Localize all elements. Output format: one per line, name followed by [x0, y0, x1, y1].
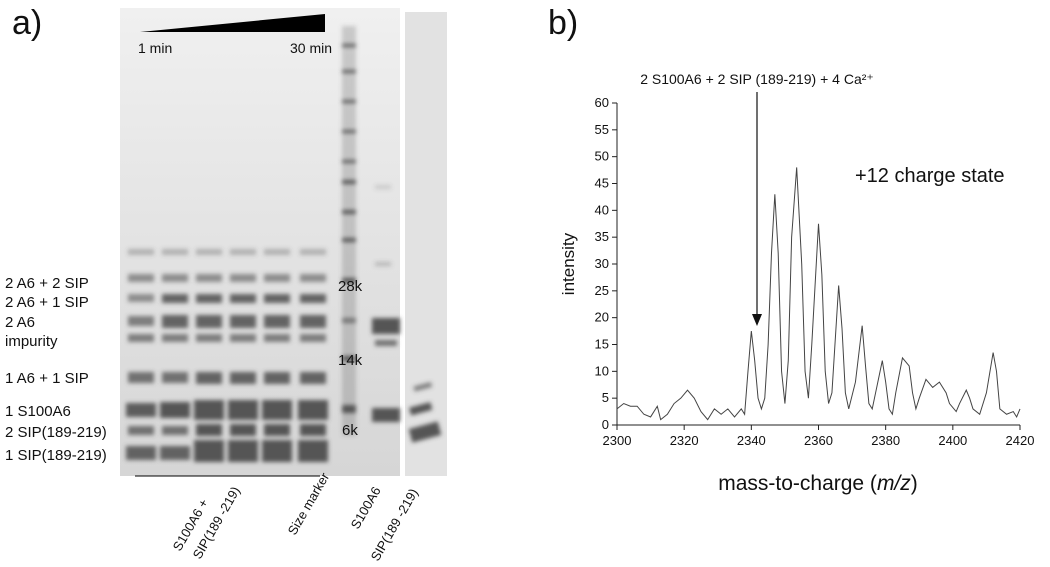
y-tick-label: 30	[595, 256, 609, 271]
plot: 0 5 10 15 20 25 30 35 40 45 50 55 60 2300 2320 2340 2360…	[595, 95, 1035, 448]
y-tick-label: 55	[595, 122, 609, 137]
lane-label: Size marker	[285, 469, 333, 537]
y-tick-label: 60	[595, 95, 609, 110]
marker-label: 28k	[338, 278, 363, 295]
marker-label: 14k	[338, 352, 363, 369]
band-label: 2 A6 + 1 SIP	[5, 294, 89, 311]
x-axis-label: mass-to-charge (m/z)	[718, 472, 918, 495]
x-tick-label: 2380	[871, 433, 900, 448]
y-tick-label: 10	[595, 363, 609, 378]
marker-label: 6k	[342, 422, 358, 439]
band-label: 1 S100A6	[5, 403, 71, 420]
x-tick-label: 2420	[1006, 433, 1035, 448]
panel-label: b)	[548, 4, 578, 42]
band-label: 2 A6 + 2 SIP	[5, 275, 89, 292]
y-tick-label: 25	[595, 283, 609, 298]
y-tick-label: 5	[602, 390, 609, 405]
arrow-head	[752, 314, 762, 326]
x-tick-label: 2360	[804, 433, 833, 448]
x-axis-label-part: mass-to-charge (	[718, 472, 877, 495]
time-end: 30 min	[290, 40, 332, 56]
y-axis-label: intensity	[559, 232, 578, 295]
y-tick-label: 20	[595, 310, 609, 325]
time-start: 1 min	[138, 40, 172, 56]
x-axis-label-part: )	[911, 472, 918, 495]
gel-strip	[405, 12, 447, 476]
y-tick-label: 45	[595, 176, 609, 191]
annotation: 2 S100A6 + 2 SIP (189-219) + 4 Ca²⁺	[640, 71, 874, 87]
lane-label: S100A6	[348, 484, 384, 532]
band-label: 1 A6 + 1 SIP	[5, 370, 89, 387]
y-tick-label: 40	[595, 202, 609, 217]
y-tick-label: 0	[602, 417, 609, 432]
band-label: 2 SIP(189-219)	[5, 424, 107, 441]
y-tick-label: 35	[595, 229, 609, 244]
panel-label: a)	[12, 4, 42, 42]
note: +12 charge state	[855, 165, 1005, 187]
band-label: 1 SIP(189-219)	[5, 447, 107, 464]
gel-bands	[126, 26, 442, 462]
band-label: 2 A6	[5, 314, 35, 331]
x-tick-label: 2300	[603, 433, 632, 448]
spectrum-line	[616, 167, 1021, 421]
band-label: impurity	[5, 333, 58, 350]
y-tick-label: 50	[595, 149, 609, 164]
time-gradient	[140, 14, 325, 32]
x-tick-label: 2320	[670, 433, 699, 448]
x-axis-label-part: m/z	[877, 472, 911, 495]
x-tick-label: 2340	[737, 433, 766, 448]
x-tick-label: 2400	[938, 433, 967, 448]
y-tick-label: 15	[595, 337, 609, 352]
